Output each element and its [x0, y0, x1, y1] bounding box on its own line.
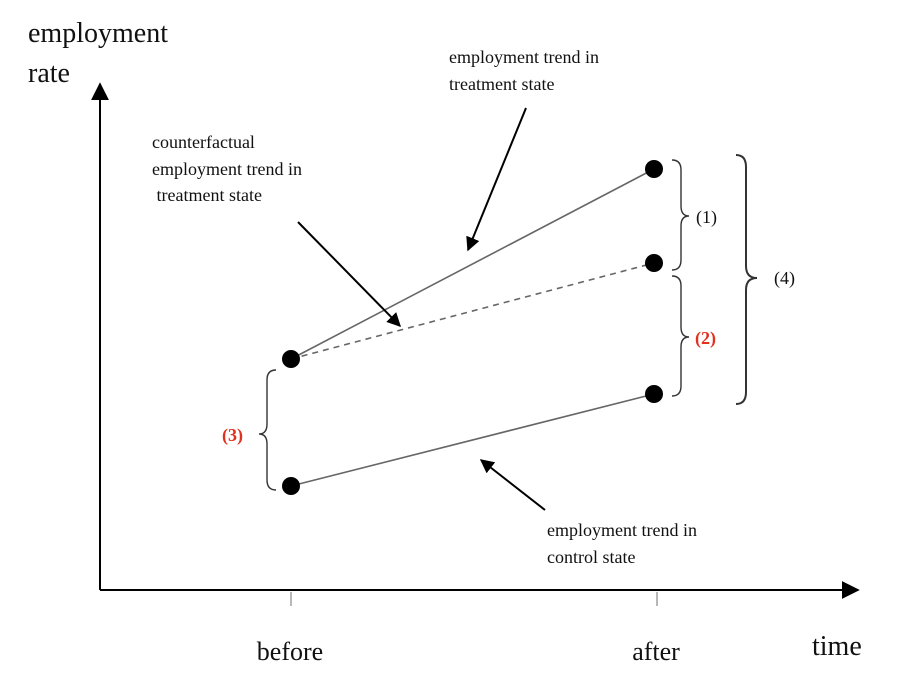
control-pointer-arrow: [479, 459, 546, 511]
brace-1-label: (1): [696, 207, 717, 228]
counterfactual-annotation-line3: treatment state: [152, 185, 262, 205]
y-axis-label-line1: employment: [28, 18, 168, 49]
treatment-pointer-arrow: [466, 107, 527, 252]
counterfactual-after-point: [645, 254, 663, 272]
brace-4: [735, 154, 758, 405]
counterfactual-annotation-line1: counterfactual: [152, 132, 255, 152]
x-tick-label-after: after: [632, 637, 680, 666]
treatment-annotation-line2: treatment state: [449, 74, 554, 94]
treatment-trend-line: [290, 168, 655, 360]
control-annotation-line2: control state: [547, 547, 635, 567]
brace-3-label: (3): [222, 425, 243, 446]
counterfactual-pointer-arrow: [297, 221, 401, 327]
y-axis-label-line2: rate: [28, 58, 70, 89]
treatment-annotation-line1: employment trend in: [449, 47, 599, 67]
control-before-point: [282, 477, 300, 495]
brace-1: [671, 159, 690, 271]
counterfactual-trend-line: [290, 262, 655, 360]
control-trend-line: [290, 393, 655, 487]
control-annotation-line1: employment trend in: [547, 520, 697, 540]
x-axis-label: time: [812, 631, 862, 662]
x-tick-label-before: before: [257, 637, 323, 666]
treatment-before-point: [282, 350, 300, 368]
brace-2: [671, 275, 690, 397]
treatment-after-point: [645, 160, 663, 178]
brace-2-label: (2): [695, 328, 716, 349]
control-after-point: [645, 385, 663, 403]
counterfactual-annotation-line2: employment trend in: [152, 159, 302, 179]
brace-3: [258, 369, 277, 491]
brace-4-label: (4): [774, 268, 795, 289]
